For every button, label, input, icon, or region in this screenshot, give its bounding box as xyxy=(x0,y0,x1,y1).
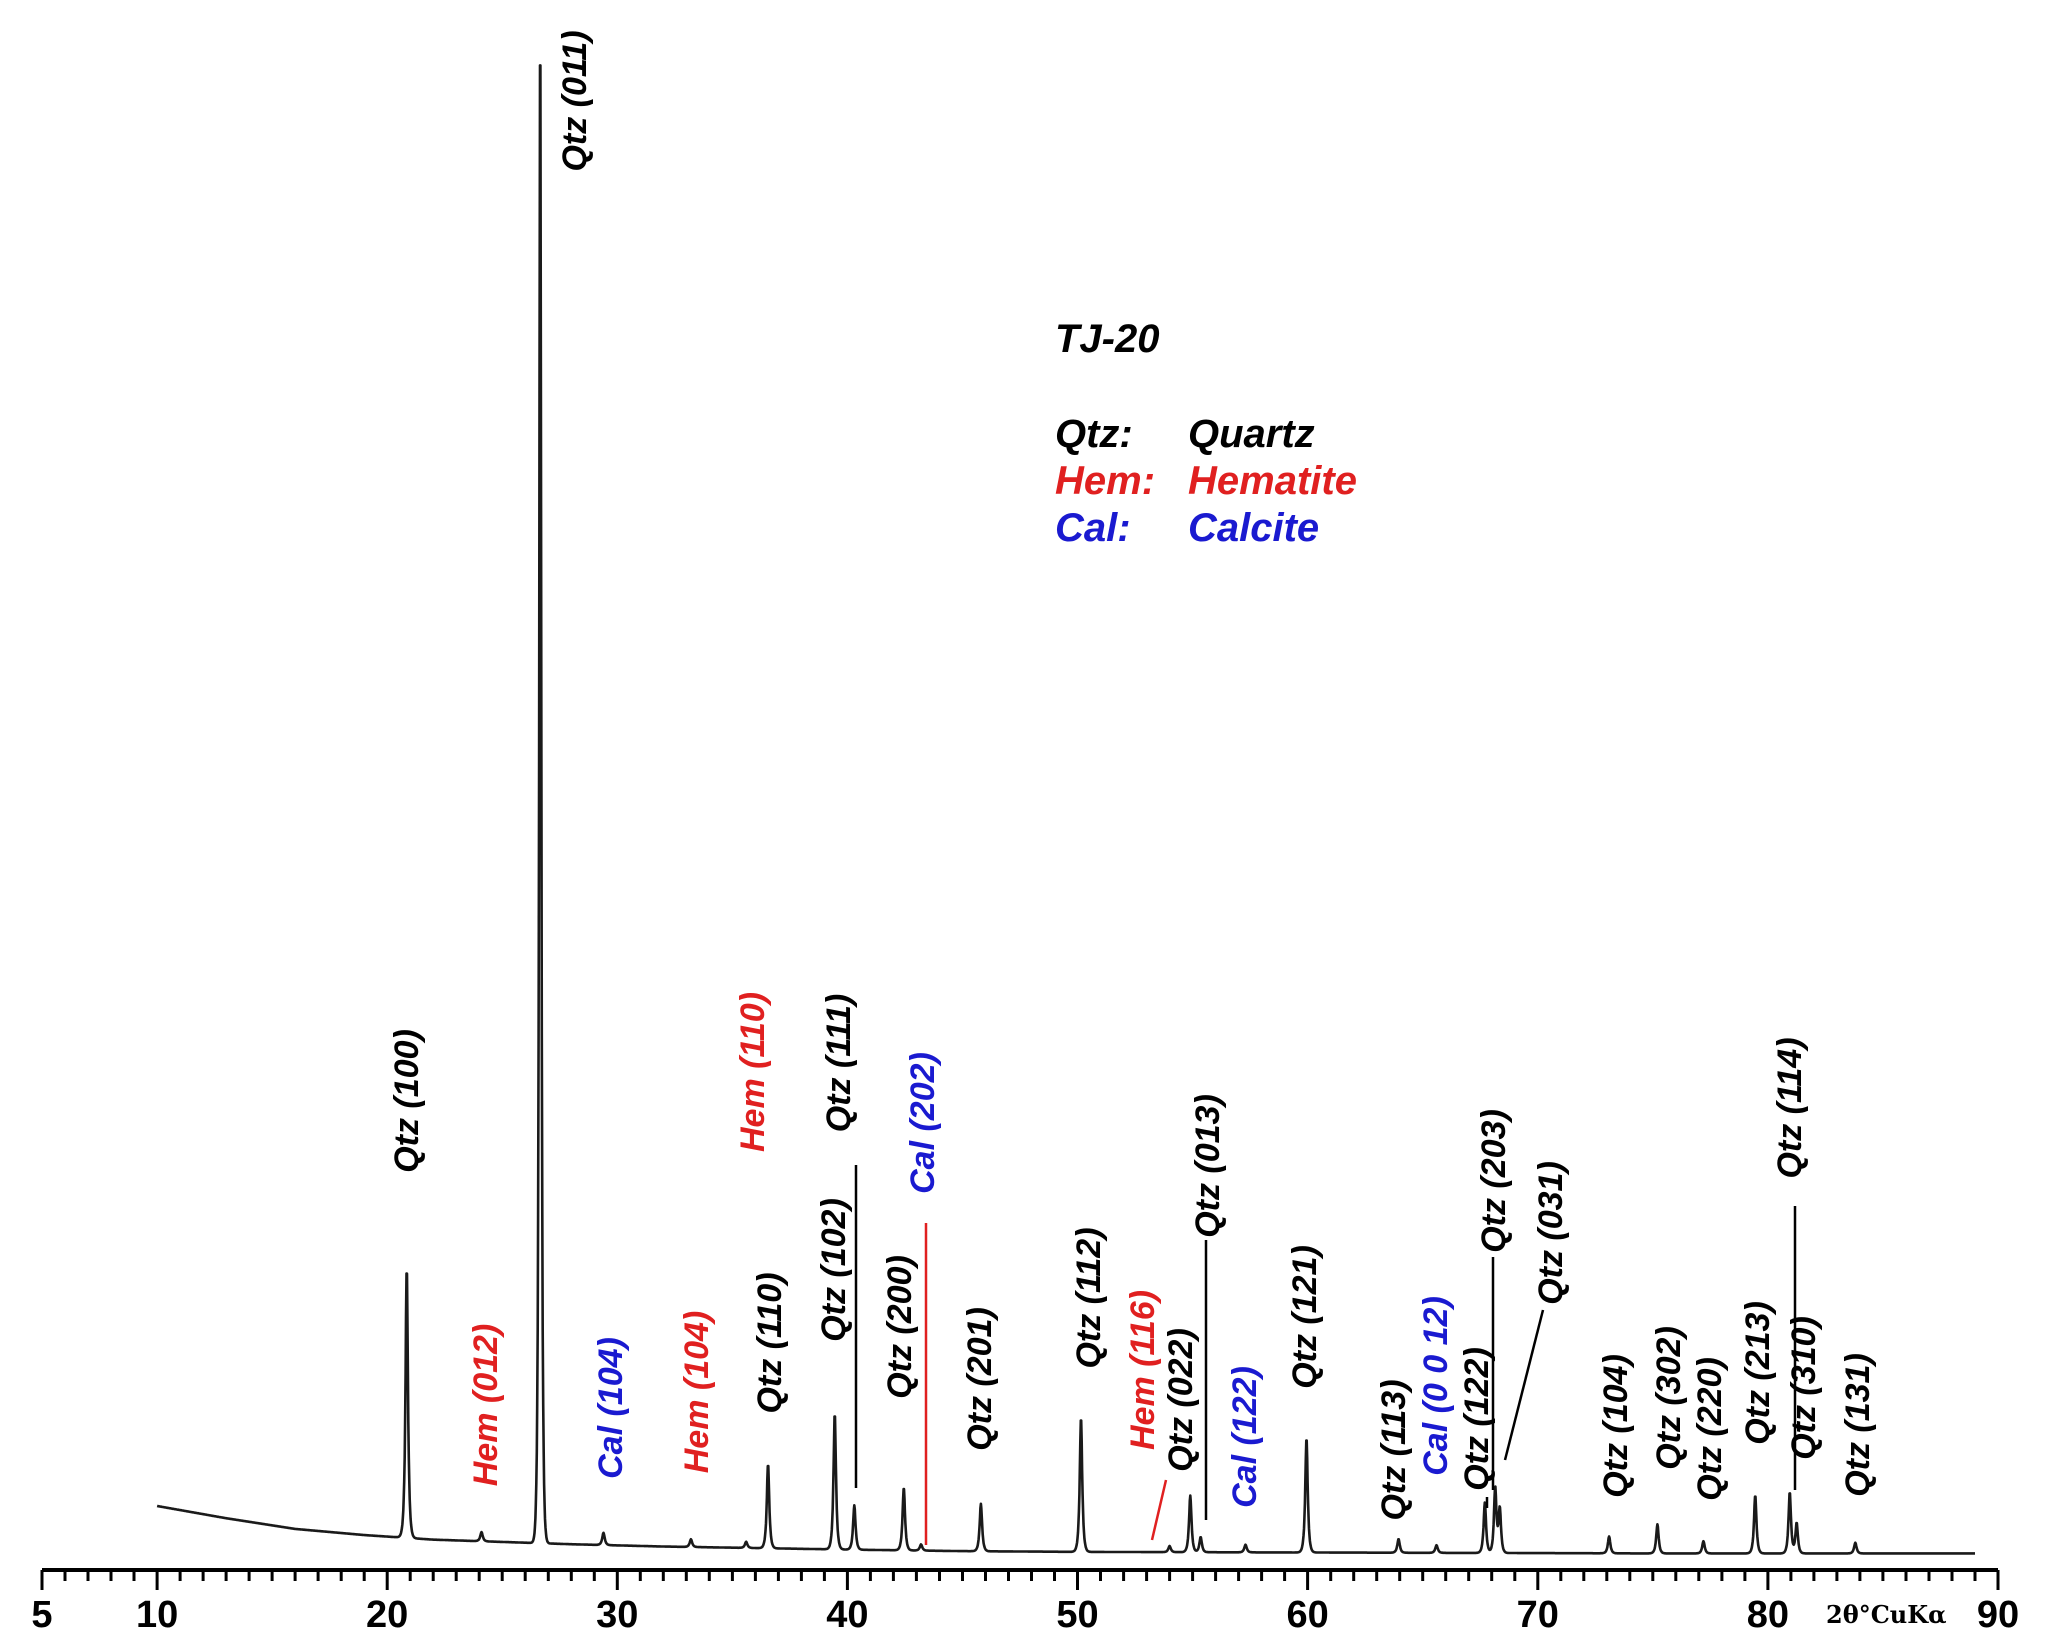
pattern-line xyxy=(156,64,1976,1555)
x-tick-label-5: 5 xyxy=(31,1594,52,1636)
peak-label-qtz-200: Qtz (200) xyxy=(881,1255,919,1399)
x-tick-label-40: 40 xyxy=(826,1594,868,1636)
peak-label-qtz-111: Qtz (111) xyxy=(820,994,858,1133)
legend-name-quartz: Quartz xyxy=(1188,412,1315,456)
x-axis: 5 10 20 30 40 50 60 70 80 90 2θ°CuKα xyxy=(31,1568,2019,1636)
peak-label-qtz-122: Qtz (122) xyxy=(1458,1347,1496,1491)
peak-label-qtz-113: Qtz (113) xyxy=(1375,1379,1413,1520)
peak-label-qtz-013: Qtz (013) xyxy=(1189,1094,1227,1238)
x-tick-label-90: 90 xyxy=(1977,1594,2019,1636)
peak-leader-lines xyxy=(854,1165,1797,1545)
peak-label-qtz-022: Qtz (022) xyxy=(1162,1328,1200,1472)
peak-label-qtz-112: Qtz (112) xyxy=(1070,1227,1108,1368)
peak-label-qtz-031: Qtz (031) xyxy=(1532,1161,1570,1305)
peak-label-qtz-302: Qtz (302) xyxy=(1650,1326,1688,1470)
peak-label-qtz-220: Qtz (220) xyxy=(1691,1357,1729,1501)
peak-label-cal-0-0-12: Cal (0 0 12) xyxy=(1417,1296,1455,1476)
peak-label-qtz-213: Qtz (213) xyxy=(1739,1301,1777,1445)
peak-label-qtz-110: Qtz (110) xyxy=(751,1272,789,1413)
x-axis-unit-label: 2θ°CuKα xyxy=(1826,1600,1947,1629)
peak-label-cal-122: Cal (122) xyxy=(1226,1366,1264,1508)
peak-label-hem-116: Hem (116) xyxy=(1124,1290,1162,1450)
x-tick-label-70: 70 xyxy=(1517,1594,1559,1636)
peak-label-qtz-100: Qtz (100) xyxy=(388,1029,426,1173)
peak-label-qtz-131: Qtz (131) xyxy=(1839,1353,1877,1497)
peak-label-qtz-121: Qtz (121) xyxy=(1286,1245,1324,1389)
peak-label-cal-202: Cal (202) xyxy=(904,1052,942,1194)
x-tick-label-10: 10 xyxy=(136,1594,178,1636)
peak-labels: Qtz (100) Hem (012) Qtz (011) Cal (104) Hem … xyxy=(388,30,1877,1520)
leader-line-13 xyxy=(1150,1479,1168,1541)
peak-label-hem-012: Hem (012) xyxy=(467,1324,505,1487)
peak-label-qtz-203: Qtz (203) xyxy=(1475,1109,1513,1253)
legend-abbr-calcite: Cal: xyxy=(1055,506,1131,550)
peak-label-qtz-201: Qtz (201) xyxy=(961,1307,999,1451)
leader-line-22 xyxy=(1503,1309,1545,1461)
peak-label-hem-104: Hem (104) xyxy=(678,1311,716,1474)
x-tick-label-30: 30 xyxy=(596,1594,638,1636)
legend-abbr-hematite: Hem: xyxy=(1055,459,1155,503)
legend-name-calcite: Calcite xyxy=(1188,506,1319,550)
peak-label-qtz-102: Qtz (102) xyxy=(815,1198,853,1342)
peak-label-qtz-011: Qtz (011) xyxy=(556,30,594,171)
legend: TJ-20 Qtz: Quartz Hem: Hematite Cal: Cal… xyxy=(1055,317,1357,550)
x-tick-label-50: 50 xyxy=(1056,1594,1098,1636)
legend-abbr-quartz: Qtz: xyxy=(1055,412,1133,456)
peak-label-qtz-310: Qtz (310) xyxy=(1785,1316,1823,1460)
chart-title: TJ-20 xyxy=(1055,317,1160,361)
legend-name-hematite: Hematite xyxy=(1188,459,1357,503)
peak-label-qtz-104: Qtz (104) xyxy=(1597,1354,1635,1498)
diffraction-pattern xyxy=(156,64,1976,1555)
peak-label-cal-104: Cal (104) xyxy=(592,1337,630,1479)
x-tick-label-60: 60 xyxy=(1286,1594,1328,1636)
peak-label-hem-110: Hem (110) xyxy=(734,992,772,1152)
x-tick-label-20: 20 xyxy=(366,1594,408,1636)
x-tick-label-80: 80 xyxy=(1747,1594,1789,1636)
peak-label-qtz-114: Qtz (114) xyxy=(1771,1037,1809,1178)
